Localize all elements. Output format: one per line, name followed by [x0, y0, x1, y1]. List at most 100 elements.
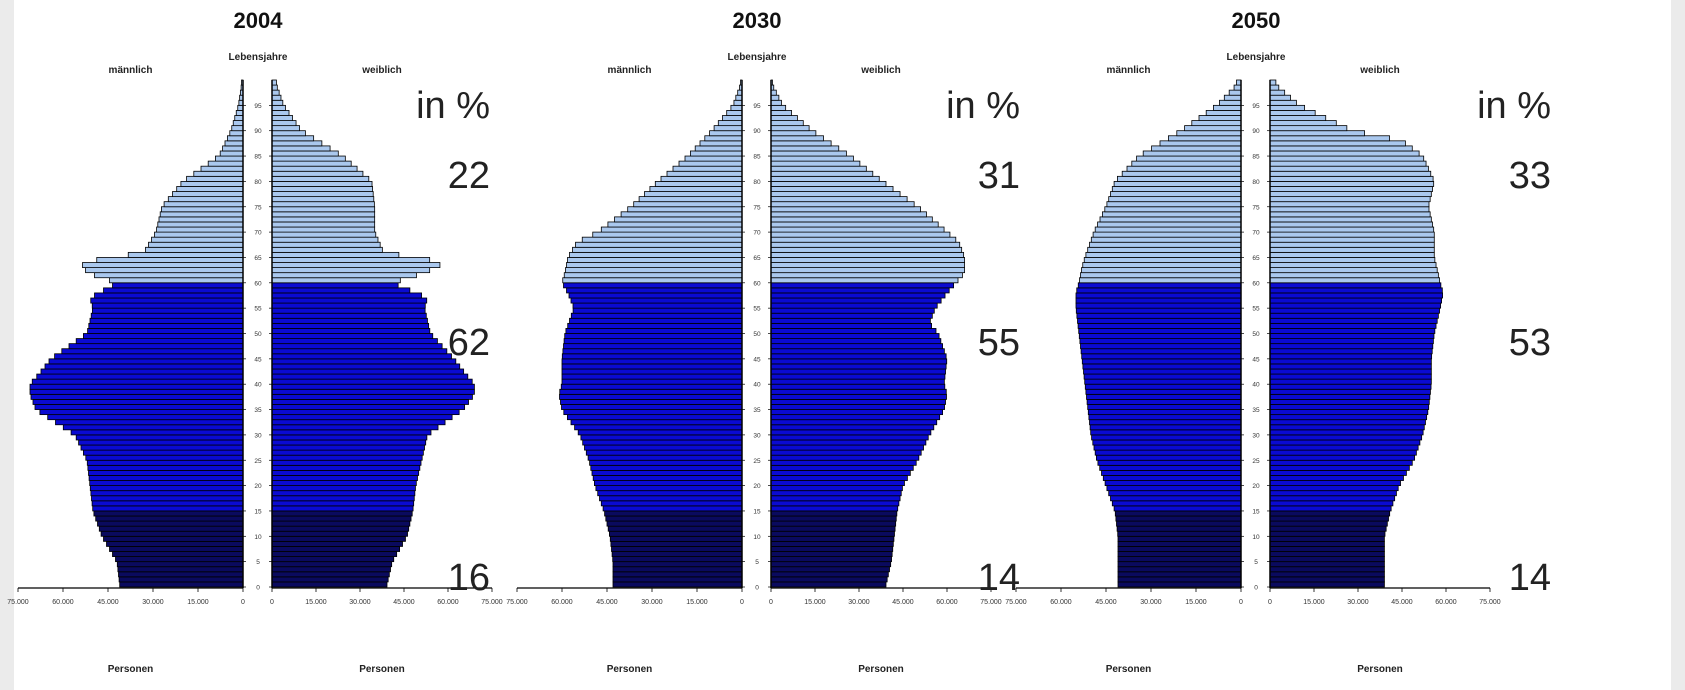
bar-male-age-27 — [80, 444, 244, 451]
bar-female-age-3 — [770, 566, 890, 573]
bar-male-age-86 — [222, 145, 244, 152]
bar-female-age-10 — [770, 530, 895, 537]
bar-female-age-27 — [1269, 444, 1419, 451]
bar-female-age-55 — [770, 302, 938, 309]
bar-female-age-65 — [770, 251, 965, 258]
bar-female-age-86 — [271, 145, 331, 152]
bar-female-age-54 — [1269, 307, 1440, 314]
bar-female-age-89 — [271, 130, 306, 137]
bar-male-age-38 — [29, 388, 244, 395]
bar-female-age-6 — [770, 551, 893, 557]
bar-female-age-50 — [271, 328, 431, 334]
bar-female-age-36 — [770, 399, 946, 405]
female-x-tick-label: 0 — [270, 599, 274, 606]
male-x-axis-title: Personen — [1106, 664, 1152, 675]
unit-label: in % — [946, 85, 1020, 127]
bar-male-age-16 — [91, 500, 244, 507]
age-tick-label: 0 — [755, 585, 759, 592]
bar-female-age-77 — [1269, 191, 1432, 198]
bar-female-age-9 — [770, 535, 895, 542]
bar-female-age-10 — [1269, 530, 1386, 537]
bar-female-age-17 — [1269, 495, 1396, 502]
bar-female-age-27 — [271, 444, 425, 451]
bar-female-age-76 — [271, 196, 375, 203]
bar-male-age-7 — [109, 546, 244, 552]
bar-female-age-23 — [1269, 464, 1410, 471]
bar-male-age-63 — [1082, 262, 1242, 268]
bar-male-age-72 — [158, 216, 244, 223]
bar-male-age-77 — [644, 191, 743, 198]
age-tick-label: 80 — [254, 179, 262, 186]
age-tick-label: 40 — [753, 382, 761, 389]
bar-female-age-79 — [271, 180, 373, 187]
bar-male-age-86 — [1151, 145, 1242, 152]
bar-male-age-62 — [565, 267, 743, 274]
bar-female-age-71 — [770, 221, 939, 228]
age-tick-label: 75 — [1252, 204, 1260, 211]
bar-male-age-81 — [666, 170, 743, 177]
age-axis-title: Lebensjahre — [229, 52, 288, 63]
bar-female-age-91 — [770, 120, 804, 127]
bar-female-age-99 — [1269, 79, 1277, 86]
bar-female-age-80 — [770, 175, 880, 182]
male-x-tick-label: 0 — [241, 599, 245, 606]
female-x-tick-label: 75.000 — [481, 599, 503, 606]
bar-female-age-15 — [271, 505, 414, 512]
bar-male-age-33 — [1088, 414, 1242, 421]
bar-female-age-63 — [770, 262, 966, 268]
bar-male-age-39 — [1084, 383, 1242, 390]
bar-male-age-50 — [565, 328, 743, 334]
bar-female-age-97 — [271, 89, 280, 96]
bar-male-age-85 — [1142, 150, 1242, 157]
age-tick-label: 35 — [753, 407, 761, 414]
bar-male-age-72 — [614, 216, 743, 223]
bar-female-age-41 — [271, 373, 469, 380]
bar-female-age-46 — [271, 348, 448, 355]
bar-female-age-13 — [770, 515, 897, 522]
bar-male-age-68 — [1090, 236, 1242, 243]
share-0-14: 14 — [978, 557, 1020, 599]
bar-female-age-21 — [1269, 475, 1404, 481]
bar-female-age-23 — [770, 464, 914, 471]
age-tick-label: 20 — [254, 483, 262, 490]
bar-female-age-19 — [271, 485, 416, 492]
bar-female-age-4 — [770, 561, 892, 568]
bar-male-age-11 — [1116, 525, 1242, 532]
bar-female-age-94 — [271, 104, 286, 111]
bar-male-age-69 — [592, 231, 743, 238]
bar-male-age-56 — [1075, 297, 1242, 304]
bar-male-age-45 — [54, 353, 244, 360]
female-x-tick-label: 15.000 — [305, 599, 327, 606]
bar-female-age-62 — [271, 267, 431, 274]
bar-male-age-24 — [1097, 459, 1242, 466]
bar-female-age-45 — [271, 353, 452, 360]
bar-female-age-83 — [271, 160, 352, 167]
bar-male-age-48 — [1079, 338, 1242, 345]
bar-female-age-25 — [271, 454, 423, 461]
bar-male-age-62 — [1081, 267, 1242, 274]
age-tick-label: 85 — [254, 154, 262, 161]
age-tick-label: 75 — [254, 204, 262, 211]
male-x-tick-label: 30.000 — [142, 599, 164, 606]
bar-male-age-92 — [1198, 115, 1242, 121]
bar-female-age-44 — [1269, 358, 1432, 365]
bar-male-age-7 — [1117, 546, 1242, 552]
age-tick-label: 90 — [1252, 128, 1260, 135]
bar-female-age-22 — [1269, 469, 1407, 476]
bar-female-age-28 — [271, 439, 427, 446]
bar-male-age-66 — [1087, 246, 1242, 253]
bar-female-age-9 — [1269, 535, 1385, 542]
bar-female-age-32 — [1269, 419, 1426, 426]
bar-male-age-68 — [151, 236, 244, 243]
female-x-tick-label: 75.000 — [1479, 599, 1501, 606]
female-x-tick-label: 30.000 — [1347, 599, 1369, 606]
bar-female-age-93 — [1269, 110, 1316, 116]
male-x-tick-label: 30.000 — [641, 599, 663, 606]
bar-male-age-39 — [29, 383, 244, 390]
share-60-plus: 31 — [978, 155, 1020, 197]
bar-female-age-81 — [770, 170, 874, 177]
bar-female-age-64 — [1269, 257, 1436, 263]
bar-female-age-74 — [1269, 206, 1430, 213]
male-x-tick-label: 15.000 — [187, 599, 209, 606]
bar-female-age-38 — [770, 388, 947, 395]
